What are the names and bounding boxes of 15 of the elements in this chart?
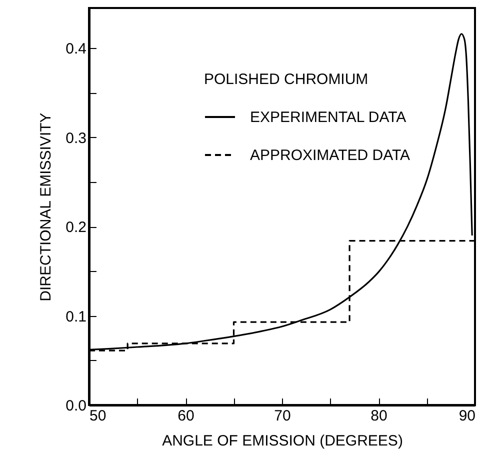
y-tick-label: 0.1 [66, 308, 86, 326]
y-tick-label: 0.4 [66, 40, 86, 58]
y-axis-title: DIRECTIONAL EMISSIVITY [38, 112, 55, 302]
x-axis-title: ANGLE OF EMISSION (DEGREES) [162, 432, 403, 450]
legend-label: EXPERIMENTAL DATA [250, 109, 406, 126]
legend-title: POLISHED CHROMIUM [204, 71, 368, 88]
legend-label: APPROXIMATED DATA [250, 147, 410, 164]
x-tick-label: 60 [178, 408, 194, 424]
x-tick-label: 50 [90, 408, 106, 424]
y-tick-label: 0.2 [66, 219, 86, 236]
y-tick-label: 0.0 [66, 398, 86, 414]
x-tick-label: 70 [274, 408, 291, 424]
x-tick-label: 80 [370, 408, 388, 424]
x-tick-label: 90 [458, 408, 476, 424]
y-tick-label: 0.3 [66, 130, 86, 147]
